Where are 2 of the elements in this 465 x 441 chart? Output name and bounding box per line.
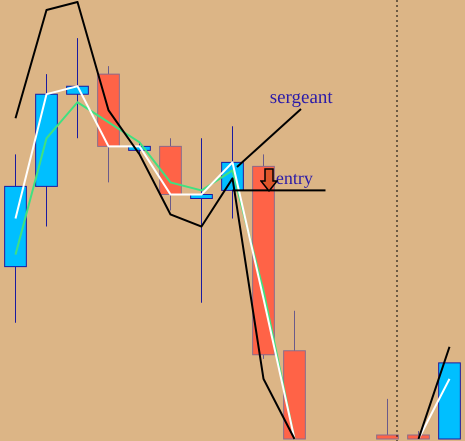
annotation: sergeant <box>270 86 334 108</box>
ref-line-label: entry <box>276 168 313 188</box>
